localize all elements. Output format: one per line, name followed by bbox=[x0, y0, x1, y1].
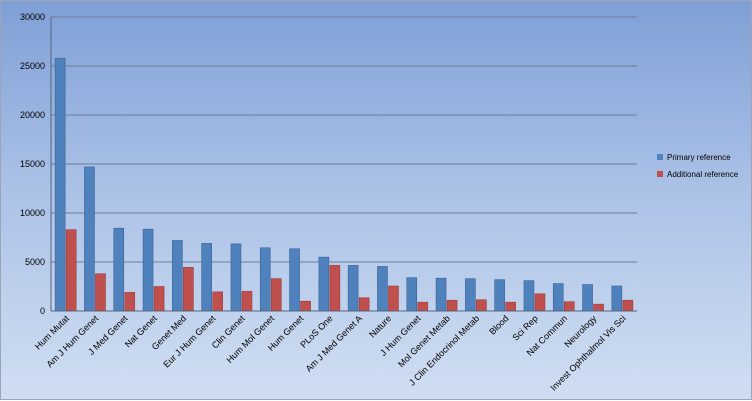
primary-reference-bar bbox=[611, 285, 623, 312]
additional-reference-bar bbox=[153, 286, 165, 312]
primary-reference-bar bbox=[347, 265, 359, 312]
x-tick-label: Sci Rep bbox=[511, 313, 540, 342]
primary-reference-bar bbox=[552, 283, 564, 312]
legend-swatch-additional bbox=[657, 171, 663, 177]
primary-reference-bar bbox=[318, 256, 330, 312]
y-tick-label: 0 bbox=[40, 306, 45, 316]
additional-reference-bar bbox=[241, 291, 253, 312]
y-axis: 0 5000 10000 15000 20000 25000 30000 bbox=[20, 12, 52, 316]
additional-reference-bar bbox=[300, 300, 311, 312]
primary-reference-bar bbox=[230, 243, 242, 312]
additional-reference-bar bbox=[417, 301, 429, 312]
primary-reference-bar bbox=[289, 248, 300, 312]
additional-reference-bar bbox=[388, 285, 399, 312]
x-tick-label: Mol Genet Metab bbox=[396, 313, 452, 369]
legend-label-additional: Additional reference bbox=[667, 170, 739, 179]
primary-reference-bar bbox=[201, 243, 212, 312]
primary-reference-bar bbox=[84, 166, 95, 312]
x-tick-label: Blood bbox=[487, 313, 510, 336]
additional-reference-bar bbox=[65, 229, 77, 312]
additional-reference-bar bbox=[534, 293, 546, 312]
additional-reference-bar bbox=[358, 297, 370, 312]
additional-reference-bar bbox=[270, 278, 282, 312]
primary-reference-bar bbox=[523, 280, 535, 312]
additional-reference-bar bbox=[212, 291, 223, 312]
primary-reference-bar bbox=[54, 57, 66, 312]
y-tick-label: 25000 bbox=[20, 61, 45, 71]
primary-reference-bar bbox=[465, 278, 476, 312]
x-tick-label: Am J Med Genet A bbox=[304, 313, 364, 373]
additional-reference-bar bbox=[183, 267, 194, 312]
x-tick-label: Am J Hum Genet bbox=[44, 313, 100, 369]
additional-reference-bar bbox=[593, 303, 604, 312]
primary-reference-bar bbox=[142, 228, 154, 312]
y-tick-label: 10000 bbox=[20, 208, 45, 218]
primary-reference-bar bbox=[259, 247, 271, 312]
primary-reference-bar bbox=[435, 277, 447, 312]
legend: Primary reference Additional reference bbox=[657, 153, 739, 179]
additional-reference-bar bbox=[95, 273, 106, 312]
additional-reference-bar bbox=[563, 301, 575, 312]
additional-reference-bar bbox=[124, 292, 136, 312]
y-tick-label: 15000 bbox=[20, 159, 45, 169]
bars bbox=[54, 57, 634, 312]
additional-reference-bar bbox=[505, 301, 516, 312]
gridlines bbox=[51, 16, 637, 312]
primary-reference-bar bbox=[377, 266, 388, 312]
additional-reference-bar bbox=[446, 299, 458, 312]
primary-reference-bar bbox=[406, 277, 418, 312]
legend-swatch-primary bbox=[657, 154, 663, 160]
additional-reference-bar bbox=[329, 265, 341, 312]
x-tick-label: Eur J Hum Genet bbox=[161, 313, 218, 370]
primary-reference-bar bbox=[494, 279, 505, 312]
additional-reference-bar bbox=[622, 299, 634, 312]
primary-reference-bar bbox=[113, 227, 125, 312]
y-tick-label: 30000 bbox=[20, 12, 45, 22]
legend-label-primary: Primary reference bbox=[667, 153, 731, 162]
primary-reference-bar bbox=[582, 284, 593, 312]
primary-reference-bar bbox=[172, 240, 183, 312]
x-tick-label: Nature bbox=[367, 313, 393, 339]
y-tick-label: 5000 bbox=[25, 257, 45, 267]
y-tick-label: 20000 bbox=[20, 110, 45, 120]
additional-reference-bar bbox=[476, 299, 487, 312]
